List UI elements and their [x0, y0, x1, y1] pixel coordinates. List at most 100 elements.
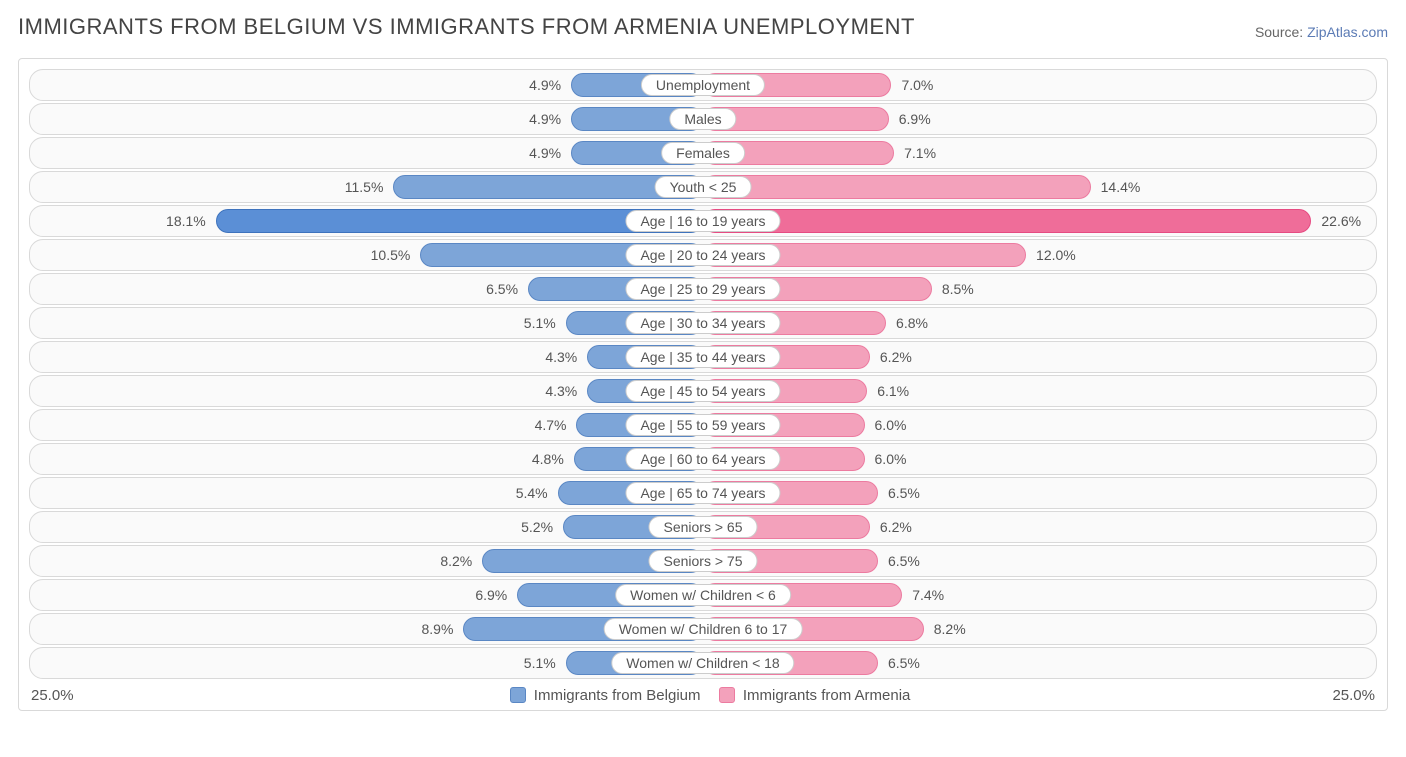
row-category-label: Seniors > 75	[649, 550, 758, 572]
value-left: 5.1%	[524, 655, 562, 671]
value-right: 6.0%	[869, 451, 907, 467]
row-right-half: 6.5%	[703, 546, 1376, 576]
row-left-half: 5.1%	[30, 308, 703, 338]
value-left: 4.8%	[532, 451, 570, 467]
value-left: 5.1%	[524, 315, 562, 331]
row-left-half: 5.1%	[30, 648, 703, 678]
legend-swatch-left	[510, 687, 526, 703]
bar-right	[703, 175, 1091, 199]
value-right: 6.2%	[874, 349, 912, 365]
value-right: 8.5%	[936, 281, 974, 297]
row-left-half: 6.9%	[30, 580, 703, 610]
value-left: 10.5%	[371, 247, 417, 263]
row-category-label: Unemployment	[641, 74, 765, 96]
value-right: 6.5%	[882, 553, 920, 569]
value-right: 6.9%	[893, 111, 931, 127]
row-left-half: 4.9%	[30, 70, 703, 100]
chart-area: 4.9%7.0%Unemployment4.9%6.9%Males4.9%7.1…	[18, 58, 1388, 711]
row-left-half: 4.9%	[30, 138, 703, 168]
row-right-half: 14.4%	[703, 172, 1376, 202]
row-right-half: 6.2%	[703, 512, 1376, 542]
chart-row: 18.1% 22.6% Age | 16 to 19 years	[29, 205, 1377, 237]
row-right-half: 12.0%	[703, 240, 1376, 270]
value-left: 8.9%	[422, 621, 460, 637]
chart-footer: 25.0% Immigrants from Belgium Immigrants…	[23, 681, 1383, 706]
source-link[interactable]: ZipAtlas.com	[1307, 24, 1388, 40]
row-left-half: 11.5%	[30, 172, 703, 202]
value-right: 7.4%	[906, 587, 944, 603]
row-right-half: 7.0%	[703, 70, 1376, 100]
row-right-half: 6.5%	[703, 478, 1376, 508]
row-left-half: 8.9%	[30, 614, 703, 644]
source-prefix: Source:	[1255, 24, 1307, 40]
row-left-half: 18.1%	[30, 206, 703, 236]
chart-row: 6.5% 8.5% Age | 25 to 29 years	[29, 273, 1377, 305]
row-left-half: 4.3%	[30, 376, 703, 406]
row-category-label: Women w/ Children < 18	[611, 652, 794, 674]
value-right: 6.5%	[882, 485, 920, 501]
source-attribution: Source: ZipAtlas.com	[1255, 24, 1388, 40]
chart-row: 4.9% 7.1% Females	[29, 137, 1377, 169]
value-left: 5.4%	[516, 485, 554, 501]
axis-max-right: 25.0%	[1332, 687, 1375, 704]
row-category-label: Males	[669, 108, 736, 130]
chart-row: 8.9%8.2%Women w/ Children 6 to 17	[29, 613, 1377, 645]
value-left: 4.3%	[545, 383, 583, 399]
chart-row: 4.8%6.0%Age | 60 to 64 years	[29, 443, 1377, 475]
value-right: 7.1%	[898, 145, 936, 161]
row-right-half: 7.1%	[703, 138, 1376, 168]
chart-container: IMMIGRANTS FROM BELGIUM VS IMMIGRANTS FR…	[0, 0, 1406, 721]
value-left: 5.2%	[521, 519, 559, 535]
row-left-half: 4.7%	[30, 410, 703, 440]
row-right-half: 6.2%	[703, 342, 1376, 372]
row-category-label: Age | 20 to 24 years	[625, 244, 780, 266]
chart-title: IMMIGRANTS FROM BELGIUM VS IMMIGRANTS FR…	[18, 14, 915, 40]
row-left-half: 4.8%	[30, 444, 703, 474]
value-right: 6.1%	[871, 383, 909, 399]
value-left: 4.9%	[529, 145, 567, 161]
row-category-label: Age | 16 to 19 years	[625, 210, 780, 232]
row-category-label: Youth < 25	[655, 176, 752, 198]
row-right-half: 6.1%	[703, 376, 1376, 406]
value-left: 6.9%	[475, 587, 513, 603]
row-left-half: 4.9%	[30, 104, 703, 134]
value-right: 6.0%	[869, 417, 907, 433]
row-left-half: 6.5%	[30, 274, 703, 304]
row-category-label: Age | 25 to 29 years	[625, 278, 780, 300]
chart-row: 4.9% 7.0% Unemployment	[29, 69, 1377, 101]
row-right-half: 6.8%	[703, 308, 1376, 338]
value-right: 6.8%	[890, 315, 928, 331]
row-category-label: Females	[661, 142, 745, 164]
value-right: 7.0%	[895, 77, 933, 93]
row-category-label: Age | 45 to 54 years	[625, 380, 780, 402]
value-right: 6.2%	[874, 519, 912, 535]
chart-row: 4.9% 6.9% Males	[29, 103, 1377, 135]
legend-swatch-right	[719, 687, 735, 703]
value-right: 8.2%	[928, 621, 966, 637]
header: IMMIGRANTS FROM BELGIUM VS IMMIGRANTS FR…	[18, 14, 1388, 40]
legend: Immigrants from Belgium Immigrants from …	[74, 687, 1333, 704]
axis-max-left: 25.0%	[31, 687, 74, 704]
value-left: 4.3%	[545, 349, 583, 365]
row-category-label: Seniors > 65	[649, 516, 758, 538]
row-category-label: Age | 65 to 74 years	[625, 482, 780, 504]
chart-rows: 4.9%7.0%Unemployment4.9%6.9%Males4.9%7.1…	[23, 69, 1383, 679]
chart-row: 5.1% 6.5%Women w/ Children < 18	[29, 647, 1377, 679]
row-left-half: 4.3%	[30, 342, 703, 372]
row-category-label: Women w/ Children < 6	[615, 584, 791, 606]
chart-row: 8.2% 6.5% Seniors > 75	[29, 545, 1377, 577]
row-right-half: 6.0%	[703, 410, 1376, 440]
row-right-half: 6.5%	[703, 648, 1376, 678]
row-right-half: 6.9%	[703, 104, 1376, 134]
row-category-label: Age | 55 to 59 years	[625, 414, 780, 436]
chart-row: 4.3%6.2%Age | 35 to 44 years	[29, 341, 1377, 373]
legend-label-left: Immigrants from Belgium	[534, 687, 701, 704]
chart-row: 4.3% 6.1% Age | 45 to 54 years	[29, 375, 1377, 407]
value-left: 11.5%	[345, 179, 390, 195]
bar-right	[703, 209, 1311, 233]
row-category-label: Age | 30 to 34 years	[625, 312, 780, 334]
value-right: 22.6%	[1315, 213, 1361, 229]
chart-row: 5.1% 6.8% Age | 30 to 34 years	[29, 307, 1377, 339]
row-left-half: 8.2%	[30, 546, 703, 576]
value-right: 12.0%	[1030, 247, 1076, 263]
